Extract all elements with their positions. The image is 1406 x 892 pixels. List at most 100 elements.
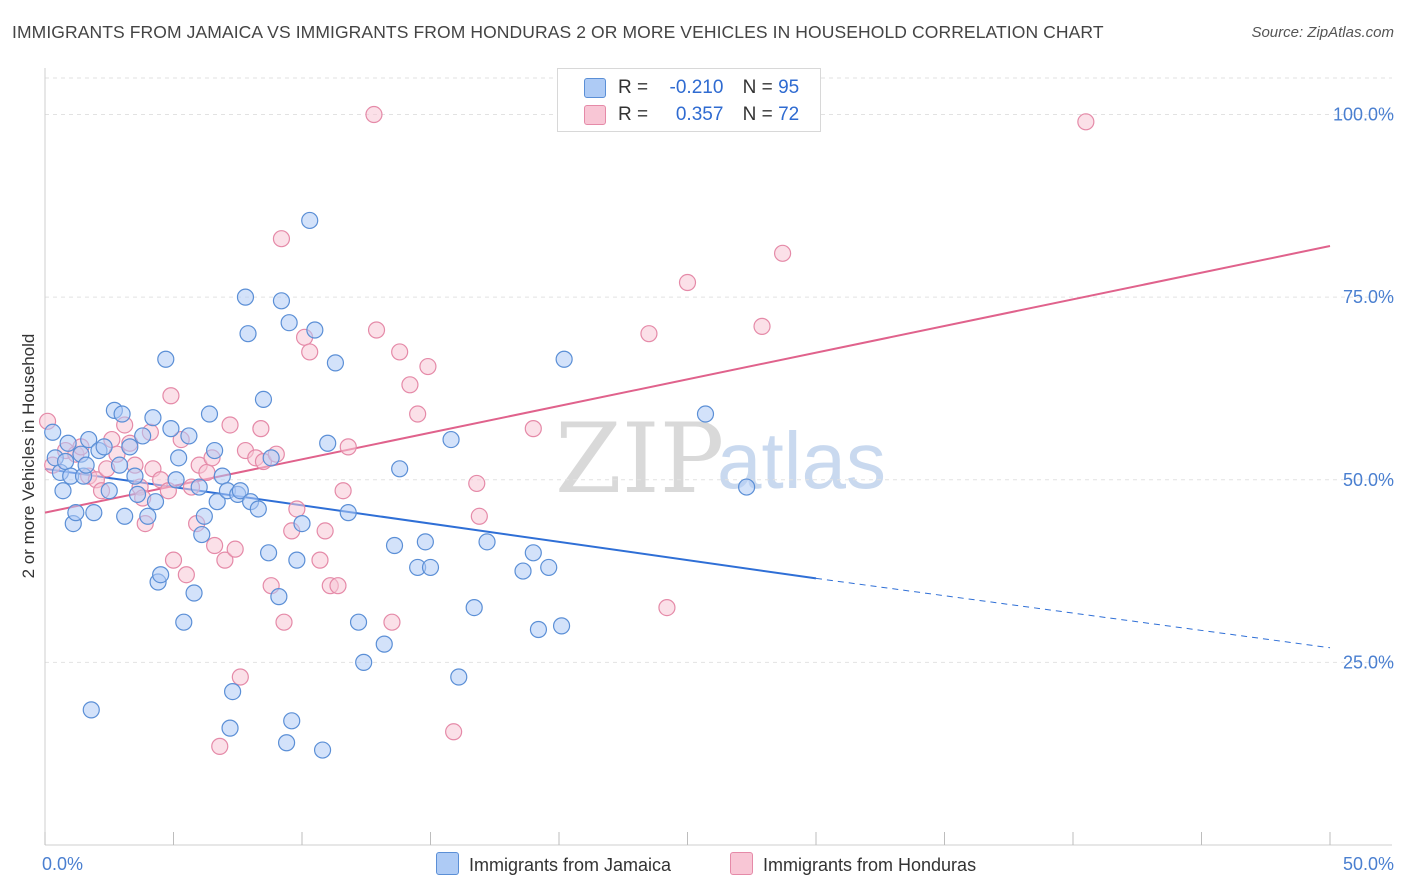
point-honduras	[288, 500, 306, 518]
point-jamaica	[200, 405, 219, 423]
legend-r-label: R =	[618, 104, 649, 125]
point-honduras	[206, 536, 224, 555]
point-jamaica	[421, 558, 440, 577]
point-jamaica	[134, 427, 152, 445]
point-jamaica	[450, 668, 468, 686]
point-jamaica	[540, 558, 558, 577]
point-jamaica	[326, 354, 345, 372]
legend-n-value: 95	[778, 77, 800, 98]
point-honduras	[334, 482, 352, 500]
legend-n-label: N =	[742, 77, 773, 98]
point-honduras	[177, 566, 195, 584]
point-honduras	[275, 613, 293, 631]
point-jamaica	[116, 507, 134, 525]
point-jamaica	[206, 441, 224, 460]
point-jamaica	[144, 409, 162, 427]
point-jamaica	[249, 500, 267, 518]
point-jamaica	[224, 682, 242, 701]
point-jamaica	[313, 741, 332, 759]
point-honduras	[365, 105, 383, 124]
point-jamaica	[213, 467, 231, 485]
point-honduras	[226, 540, 244, 558]
point-jamaica	[110, 456, 129, 474]
axes: 25.0% 50.0% 75.0% 100.0%	[44, 68, 1394, 846]
point-jamaica	[552, 617, 571, 635]
point-jamaica	[126, 467, 144, 485]
point-jamaica	[236, 288, 255, 306]
point-jamaica	[128, 485, 147, 503]
point-honduras	[658, 598, 676, 617]
point-jamaica	[283, 712, 301, 730]
point-jamaica	[270, 588, 288, 606]
point-honduras	[1077, 113, 1095, 131]
source-credit: Source: ZipAtlas.com	[1251, 24, 1394, 41]
point-honduras	[301, 343, 319, 361]
point-jamaica	[738, 478, 756, 496]
point-jamaica	[85, 504, 103, 522]
point-jamaica	[221, 719, 239, 737]
point-jamaica	[280, 314, 298, 332]
y-axis-title: 2 or more Vehicles in Household	[19, 334, 38, 579]
point-honduras	[211, 737, 229, 755]
correlation-legend: R = -0.210 N = 95 R = 0.357 N = 72	[557, 68, 821, 132]
point-jamaica	[157, 350, 175, 368]
point-jamaica	[146, 493, 165, 511]
y-tick-label: 75.0%	[1343, 287, 1394, 307]
point-jamaica	[180, 427, 198, 445]
point-honduras	[470, 507, 488, 525]
bottom-legend-jamaica: Immigrants from Jamaica	[436, 852, 671, 876]
point-jamaica	[524, 544, 542, 562]
point-honduras	[419, 357, 437, 376]
point-jamaica	[100, 482, 118, 500]
point-honduras	[640, 325, 658, 343]
point-honduras	[367, 321, 386, 339]
point-honduras	[391, 343, 409, 361]
trend-extension-jamaica	[815, 577, 1331, 649]
legend-n-label: N =	[742, 104, 773, 125]
point-honduras	[401, 376, 419, 394]
point-jamaica	[167, 471, 185, 489]
bottom-legend-honduras: Immigrants from Honduras	[730, 852, 976, 876]
gridlines	[45, 77, 1392, 663]
point-jamaica	[416, 533, 434, 551]
point-honduras	[198, 463, 216, 482]
point-jamaica	[54, 482, 72, 500]
point-jamaica	[175, 613, 193, 631]
point-jamaica	[77, 456, 95, 474]
point-jamaica	[293, 514, 311, 533]
point-jamaica	[529, 620, 548, 639]
point-jamaica	[139, 507, 157, 525]
point-jamaica	[478, 533, 496, 551]
point-honduras	[164, 551, 183, 569]
y-tick-label: 50.0%	[1343, 470, 1394, 490]
point-honduras	[221, 416, 239, 434]
point-jamaica	[696, 405, 715, 423]
point-jamaica	[465, 598, 483, 617]
point-jamaica	[239, 325, 257, 343]
point-jamaica	[190, 478, 208, 496]
y-tick-label: 100.0%	[1333, 105, 1394, 125]
point-honduras	[524, 420, 542, 438]
point-jamaica	[67, 504, 85, 522]
point-honduras	[329, 577, 347, 595]
bottom-legend-label-jamaica: Immigrants from Jamaica	[469, 855, 672, 875]
point-honduras	[383, 613, 401, 631]
point-honduras	[753, 317, 771, 335]
point-jamaica	[301, 211, 319, 230]
data-points	[38, 105, 1095, 759]
point-honduras	[252, 420, 270, 438]
point-jamaica	[442, 430, 460, 449]
point-honduras	[409, 405, 427, 423]
x-tick-label-max: 50.0%	[1343, 854, 1394, 874]
bottom-legend-label-honduras: Immigrants from Honduras	[763, 855, 977, 875]
legend-r-value: -0.210	[669, 77, 724, 98]
x-tick-label-min: 0.0%	[42, 854, 83, 874]
point-jamaica	[59, 434, 77, 452]
point-jamaica	[231, 482, 249, 500]
point-jamaica	[162, 420, 180, 438]
point-jamaica	[195, 507, 213, 525]
point-jamaica	[375, 635, 393, 653]
point-honduras	[339, 438, 357, 456]
bottom-legend-swatch-jamaica	[436, 852, 459, 875]
